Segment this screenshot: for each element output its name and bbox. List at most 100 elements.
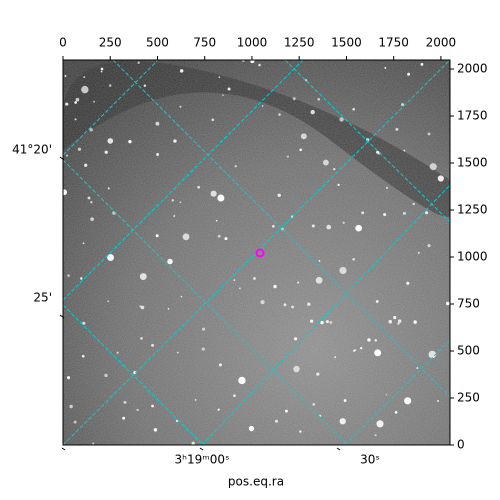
star <box>238 287 241 290</box>
star <box>100 67 104 71</box>
star <box>90 217 94 221</box>
star <box>108 84 112 87</box>
star <box>293 365 300 373</box>
star <box>354 349 357 352</box>
dec-tick-label: 25' <box>33 291 52 305</box>
x-axis-label: pos.eq.ra <box>228 475 284 489</box>
ra-tick <box>336 447 341 451</box>
star <box>376 150 379 154</box>
star <box>406 281 410 285</box>
y-tick-label: 1750 <box>457 109 488 123</box>
star <box>74 101 77 104</box>
star <box>81 354 85 358</box>
star <box>359 346 363 350</box>
star <box>393 315 397 320</box>
star <box>310 109 315 115</box>
star <box>339 266 347 275</box>
star <box>180 295 183 298</box>
star <box>339 418 346 425</box>
star <box>374 349 382 357</box>
star <box>92 442 95 445</box>
star <box>285 409 288 413</box>
star <box>416 367 419 369</box>
star <box>64 74 67 77</box>
star <box>398 319 402 323</box>
coordinate-grid-line <box>63 60 159 156</box>
star <box>403 149 406 152</box>
star <box>299 430 302 433</box>
star <box>173 139 177 143</box>
star <box>82 242 85 245</box>
star <box>385 186 389 190</box>
coordinate-grid-line <box>112 60 450 398</box>
star <box>81 85 89 94</box>
star <box>107 254 114 261</box>
star <box>153 428 158 432</box>
star <box>374 339 378 342</box>
star <box>312 402 316 406</box>
star <box>343 399 347 402</box>
dec-tick <box>59 314 65 319</box>
star <box>428 350 437 359</box>
star <box>355 224 362 232</box>
star <box>80 277 83 280</box>
star <box>307 302 311 306</box>
star <box>283 303 287 307</box>
star <box>420 63 424 66</box>
star <box>316 372 320 376</box>
star <box>299 148 302 152</box>
x-tick-label: 750 <box>193 36 216 50</box>
star <box>326 224 332 230</box>
star <box>325 320 329 324</box>
star <box>329 321 333 324</box>
star <box>217 194 225 202</box>
y-tick-label: 250 <box>457 391 480 405</box>
star <box>133 370 137 375</box>
coordinate-grid-line <box>284 60 450 223</box>
dec-tick <box>59 156 65 161</box>
star <box>385 393 388 396</box>
star <box>182 233 190 241</box>
star <box>173 215 176 217</box>
star <box>437 175 444 182</box>
star <box>179 69 184 73</box>
star <box>291 305 294 309</box>
star <box>311 224 315 228</box>
star <box>89 128 93 132</box>
star <box>317 97 321 101</box>
dec-tick-label: 41°20' <box>12 143 52 157</box>
star <box>261 105 264 107</box>
star <box>383 212 387 217</box>
star <box>167 258 173 265</box>
star <box>136 408 139 412</box>
star <box>388 319 393 324</box>
star <box>310 319 314 323</box>
star <box>90 201 93 204</box>
star <box>171 199 174 202</box>
star <box>367 338 371 342</box>
star <box>217 408 220 411</box>
star <box>253 277 256 280</box>
star <box>394 411 398 414</box>
star <box>69 404 73 409</box>
star <box>77 147 82 151</box>
y-tick-label: 2000 <box>457 62 488 76</box>
star <box>374 434 377 437</box>
star <box>429 163 437 171</box>
target-marker <box>255 248 265 258</box>
star <box>123 400 127 404</box>
coordinate-grid-line <box>63 159 349 445</box>
star <box>248 425 255 432</box>
star <box>143 84 147 87</box>
star <box>65 154 69 157</box>
star <box>352 107 356 111</box>
star <box>375 300 379 303</box>
star <box>333 167 336 171</box>
star <box>227 87 231 91</box>
y-tick-label: 750 <box>457 297 480 311</box>
star <box>218 363 222 367</box>
coordinate-grid-line <box>344 339 450 445</box>
star <box>93 100 96 103</box>
star <box>337 183 340 186</box>
